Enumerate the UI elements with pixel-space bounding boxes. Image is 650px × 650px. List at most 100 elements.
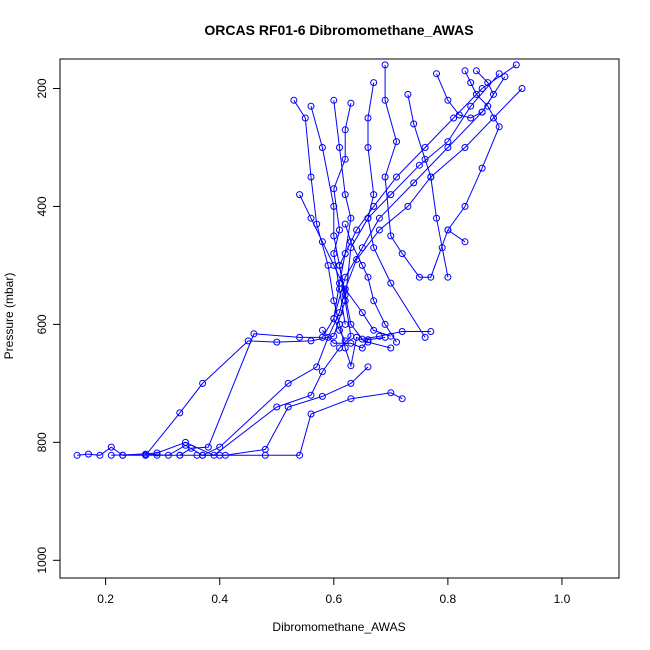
data-point <box>358 261 366 269</box>
data-point <box>176 451 184 459</box>
data-point <box>318 392 326 400</box>
profile-series-15 <box>341 220 400 346</box>
data-point <box>370 191 378 199</box>
profile-series-10 <box>330 99 355 328</box>
data-point <box>347 339 355 347</box>
data-point <box>478 85 486 92</box>
data-point <box>296 333 304 341</box>
data-point <box>364 144 372 151</box>
data-point <box>330 185 338 193</box>
data-point <box>330 202 338 210</box>
profile-series-17 <box>318 326 389 352</box>
profile-series-16 <box>296 191 395 340</box>
x-tick-label: 0.4 <box>211 592 228 606</box>
profile-line <box>384 64 466 278</box>
profile-line <box>407 94 449 278</box>
data-point <box>364 363 372 371</box>
data-point <box>284 403 292 411</box>
data-point <box>472 67 480 75</box>
data-point <box>415 161 423 169</box>
profile-line <box>145 73 500 456</box>
data-point <box>381 173 389 181</box>
data-point <box>176 409 184 417</box>
data-point <box>478 108 486 116</box>
data-point <box>341 155 349 163</box>
data-point <box>199 451 207 459</box>
data-point <box>381 61 389 69</box>
chart-title: ORCAS RF01-6 Dibromomethane_AWAS <box>204 22 473 38</box>
data-point <box>250 330 258 338</box>
data-point <box>501 73 509 81</box>
data-point <box>73 451 81 459</box>
data-point <box>324 333 332 341</box>
data-point <box>307 410 315 418</box>
plot-area <box>73 61 526 459</box>
data-point <box>199 379 207 387</box>
data-point <box>495 70 503 78</box>
data-point <box>370 297 378 305</box>
data-point <box>164 451 172 459</box>
data-point <box>182 438 189 446</box>
data-point <box>341 220 349 228</box>
data-point <box>358 309 366 317</box>
data-point <box>341 250 349 258</box>
data-point <box>375 214 383 222</box>
data-point <box>404 202 412 210</box>
data-point <box>290 96 298 104</box>
profile-line <box>333 100 352 342</box>
data-point <box>444 96 452 104</box>
data-point <box>393 138 400 146</box>
profile-line <box>344 223 397 343</box>
data-point <box>461 144 469 151</box>
profile-line <box>122 64 517 456</box>
data-point <box>347 238 355 246</box>
x-tick-label: 0.2 <box>97 592 114 606</box>
data-point <box>398 395 406 403</box>
data-point <box>421 333 429 341</box>
data-point <box>347 395 355 403</box>
profile-line <box>447 70 500 231</box>
data-point <box>330 315 338 322</box>
profile-series-5 <box>176 73 509 459</box>
profile-line <box>202 88 523 456</box>
data-point <box>336 226 343 234</box>
data-point <box>347 214 355 222</box>
data-point <box>387 389 395 397</box>
data-point <box>393 338 400 346</box>
data-point <box>307 173 315 181</box>
data-point <box>381 320 389 328</box>
data-point <box>187 444 195 452</box>
data-point <box>467 102 475 110</box>
data-point <box>347 362 355 370</box>
profile-series-11 <box>364 79 429 341</box>
y-tick-label: 600 <box>35 314 49 334</box>
data-point <box>119 451 127 459</box>
data-point <box>330 96 338 104</box>
data-point <box>381 333 389 341</box>
data-point <box>216 443 224 451</box>
data-point <box>318 238 326 246</box>
data-point <box>387 279 395 287</box>
data-point <box>370 244 378 252</box>
data-point <box>421 144 429 151</box>
data-point <box>313 363 321 371</box>
data-point <box>336 144 343 151</box>
data-point <box>353 226 361 234</box>
data-point <box>341 344 349 352</box>
data-point <box>410 120 418 128</box>
data-point <box>444 273 452 281</box>
data-point <box>330 261 338 269</box>
data-point <box>484 102 492 110</box>
profile-line <box>179 76 506 456</box>
data-point <box>438 244 446 252</box>
data-point <box>358 344 366 352</box>
data-point <box>301 114 309 122</box>
data-point <box>427 273 435 281</box>
y-tick-label: 400 <box>35 196 49 216</box>
data-point <box>444 226 452 234</box>
data-point <box>307 214 315 222</box>
profile-series-14 <box>433 67 497 122</box>
data-point <box>273 403 281 411</box>
